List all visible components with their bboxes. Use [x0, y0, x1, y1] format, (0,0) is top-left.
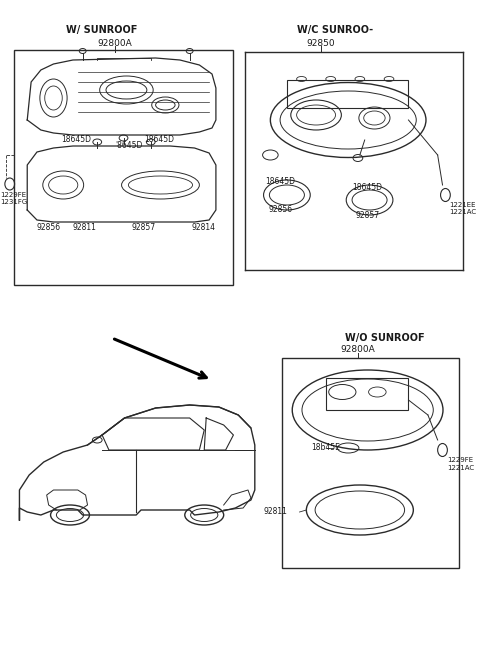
Text: 18645D: 18645D [61, 135, 91, 145]
Text: 1229FE: 1229FE [0, 192, 26, 198]
Text: 1221EE: 1221EE [449, 202, 476, 208]
Text: W/O SUNROOF: W/O SUNROOF [345, 333, 425, 343]
Bar [326, 378, 408, 410]
Text: '8645D: '8645D [115, 141, 142, 150]
Text: 1221AC: 1221AC [449, 209, 477, 215]
Bar [282, 358, 459, 568]
Text: 18645D: 18645D [265, 177, 295, 187]
Text: 18645D: 18645D [353, 183, 383, 193]
Text: 92856: 92856 [37, 223, 61, 233]
Text: 92814: 92814 [192, 223, 216, 233]
Text: 18b45E: 18b45E [311, 443, 340, 453]
Bar [287, 80, 408, 108]
Bar [13, 50, 233, 285]
Text: 92811: 92811 [263, 507, 287, 516]
Text: W/ SUNROOF: W/ SUNROOF [66, 25, 137, 35]
Text: 1221AC: 1221AC [447, 465, 475, 471]
Text: 92850: 92850 [307, 39, 335, 47]
Text: W/C SUNROO-: W/C SUNROO- [297, 25, 373, 35]
Text: 92800A: 92800A [340, 346, 375, 355]
Text: 92857: 92857 [356, 210, 380, 219]
Text: 92857: 92857 [132, 223, 156, 233]
Text: 92811: 92811 [73, 223, 97, 233]
Text: 92856: 92856 [268, 206, 292, 214]
Text: 1231FG: 1231FG [0, 199, 27, 205]
Text: 1229FE: 1229FE [447, 457, 473, 463]
Text: 18645D: 18645D [144, 135, 174, 145]
Text: 92800A: 92800A [97, 39, 132, 47]
